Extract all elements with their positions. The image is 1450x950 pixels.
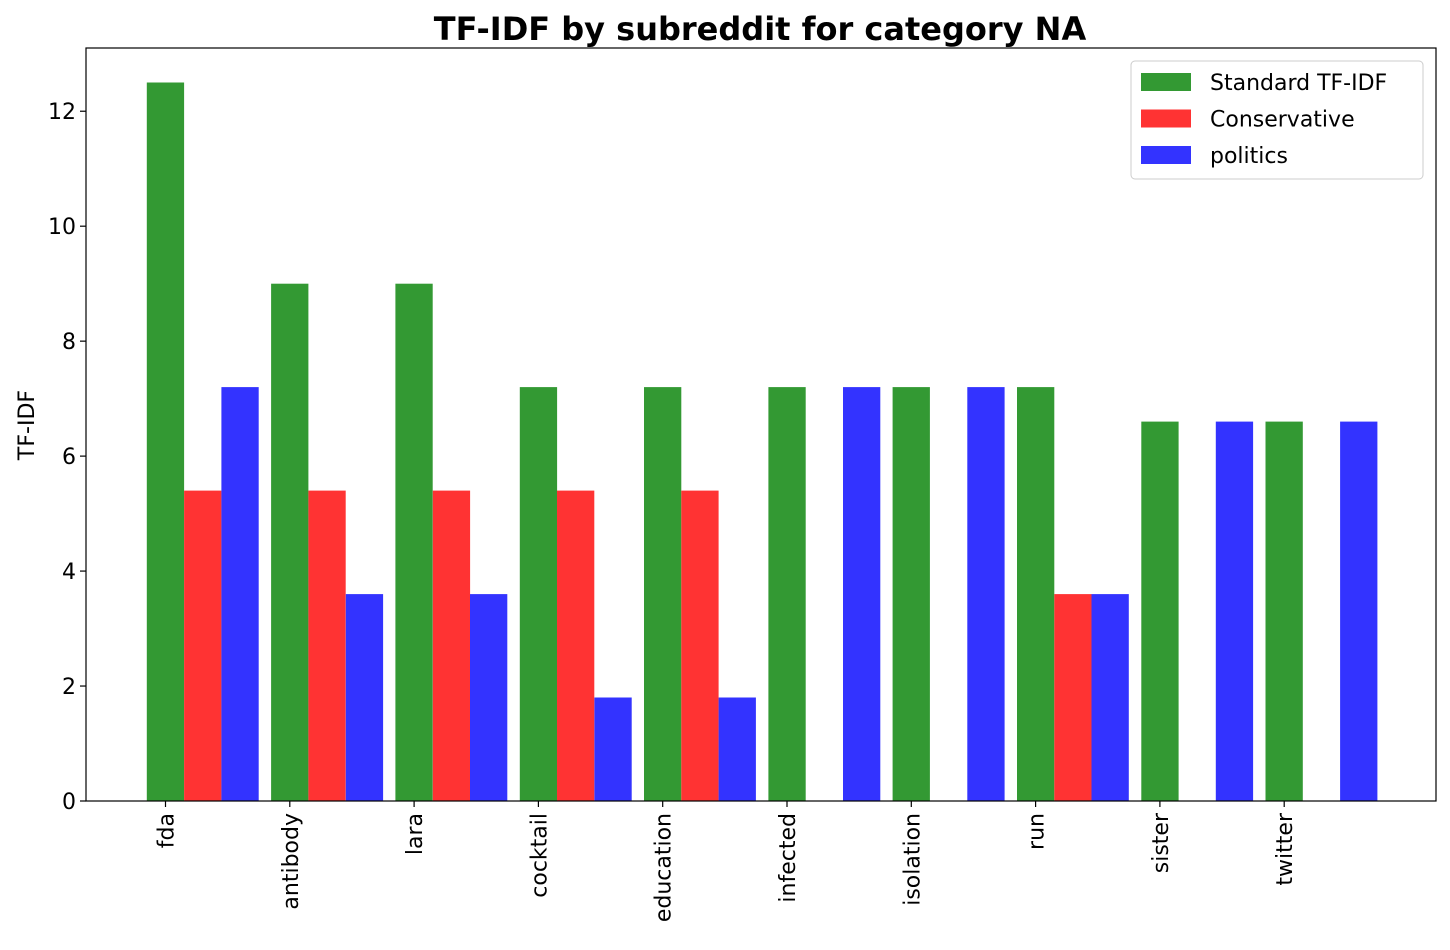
y-axis-label: TF-IDF [15, 390, 40, 461]
x-tick-label: education [652, 813, 677, 922]
x-tick-label: isolation [900, 813, 925, 906]
y-axis: 0 2 4 6 8 10 12 [48, 100, 86, 815]
legend-swatch [1141, 146, 1191, 164]
legend: Standard TF-IDF Conservative politics [1130, 60, 1424, 180]
bar-standard-tf-idf-infected [768, 387, 806, 801]
bar-conservative-run [1054, 594, 1092, 801]
bar-standard-tf-idf-twitter [1265, 421, 1303, 801]
bar-politics-cocktail [594, 697, 632, 801]
y-tick-label: 0 [62, 790, 76, 815]
bar-standard-tf-idf-education [644, 387, 682, 801]
bar-standard-tf-idf-lara [395, 283, 433, 801]
legend-swatch [1141, 109, 1191, 128]
bar-conservative-lara [432, 490, 471, 801]
bar-standard-tf-idf-sister [1141, 421, 1179, 801]
bar-standard-tf-idf-isolation [892, 387, 930, 801]
bar-conservative-fda [184, 490, 222, 801]
x-axis: fda antibody lara cocktail education infected… [155, 801, 1298, 922]
x-tick-label: lara [403, 813, 428, 855]
legend-label: Conservative [1210, 108, 1355, 133]
y-tick-label: 4 [62, 560, 76, 585]
y-tick-label: 2 [62, 675, 76, 700]
bar-standard-tf-idf-fda [146, 82, 185, 801]
x-tick-label: antibody [279, 813, 304, 910]
x-tick-label: cocktail [527, 813, 552, 898]
bar-conservative-cocktail [557, 490, 595, 801]
bar-politics-infected [843, 387, 881, 801]
bar-conservative-education [681, 490, 719, 801]
legend-label: Standard TF-IDF [1210, 71, 1387, 96]
bar-politics-lara [470, 594, 508, 801]
bar-standard-tf-idf-antibody [271, 283, 309, 801]
x-tick-label: fda [155, 813, 180, 848]
legend-box [1130, 60, 1424, 180]
y-tick-label: 10 [48, 215, 76, 240]
bar-politics-run [1091, 594, 1129, 801]
x-tick-label: sister [1149, 812, 1174, 873]
x-tick-label: twitter [1273, 812, 1298, 886]
bar-standard-tf-idf-run [1017, 387, 1055, 801]
bar-conservative-antibody [308, 490, 346, 801]
bar-politics-isolation [967, 387, 1005, 801]
chart-title: TF-IDF by subreddit for category NA [434, 10, 1087, 48]
bar-politics-antibody [345, 594, 384, 801]
plot-frame [85, 47, 1437, 802]
x-tick-label: run [1025, 813, 1050, 850]
legend-swatch [1141, 73, 1191, 91]
y-tick-label: 8 [62, 330, 76, 355]
bar-politics-fda [221, 387, 259, 801]
bars-group [146, 82, 1378, 801]
bar-politics-sister [1215, 421, 1254, 801]
bar-standard-tf-idf-cocktail [519, 387, 558, 801]
y-tick-label: 12 [48, 100, 76, 125]
y-tick-label: 6 [62, 445, 76, 470]
bar-politics-education [718, 697, 756, 801]
bar-politics-twitter [1340, 421, 1378, 801]
x-tick-label: infected [776, 813, 801, 903]
legend-label: politics [1210, 144, 1288, 169]
